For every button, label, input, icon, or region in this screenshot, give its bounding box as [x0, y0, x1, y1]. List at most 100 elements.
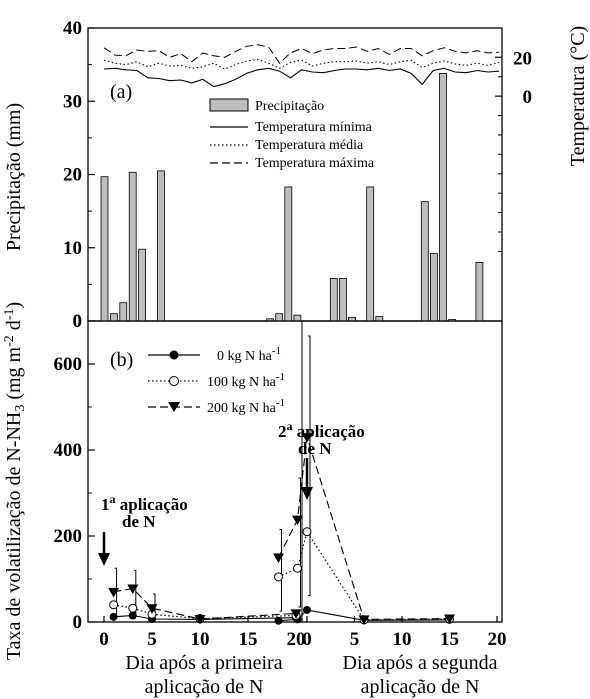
legend-max: Temperatura máxima	[255, 156, 375, 171]
series-2-first-point-2	[146, 604, 158, 614]
series-1-second-point-0	[274, 572, 283, 582]
precip-bar-second-7	[366, 186, 375, 322]
series-1-second-point-1	[293, 563, 302, 573]
annotation-second-sup: a	[287, 419, 293, 433]
legend-s2-sup: -1	[276, 397, 285, 409]
error-bracket-second-1	[298, 477, 301, 608]
panel-b-y-label: Taxa de volatilização de N-NH3 (mg m-2 d…	[2, 302, 28, 660]
precip-bar-first-0	[100, 176, 109, 322]
series-1-second-point-2	[302, 527, 312, 537]
panel-a-y-label: Precipitação (mm)	[3, 103, 25, 251]
legend-med: Temperatura média	[255, 138, 364, 153]
series-2-second-point-3	[358, 615, 370, 625]
annotation-second-application: 2a aplicação de N	[278, 419, 365, 500]
legend-min: Temperatura mínima	[255, 120, 373, 135]
x-label-first-line1: Dia após a primeira	[125, 652, 282, 674]
panel-b-frame	[87, 320, 503, 623]
a-y2tick-label-1: 20	[513, 48, 532, 69]
series-2-first-point-4	[290, 609, 302, 619]
series-2-second-point-4	[444, 614, 455, 625]
precip-bar-first-2	[119, 302, 128, 322]
panel-a-y2-label: Temperatura (°C)	[567, 26, 589, 166]
legend-precip-swatch	[209, 98, 249, 112]
series-2-first-point-3	[194, 614, 206, 625]
panel-b-y-axis: 0 200 400 600	[54, 354, 95, 633]
precip-bar-second-10	[429, 253, 438, 322]
error-bracket-second-0	[279, 529, 282, 612]
precip-bar-second-1	[275, 313, 284, 322]
legend-s0-text: 0 kg N ha	[217, 349, 273, 364]
series-2-second-point-2	[301, 433, 313, 443]
y-label-units: (mg m	[3, 346, 25, 404]
precip-bar-second-13	[475, 261, 484, 322]
precip-bar-second-8	[375, 316, 384, 322]
precip-bar-second-9	[420, 201, 429, 322]
temperature-lines	[103, 44, 500, 88]
temperature-minima-line	[103, 67, 500, 88]
b-xtick-second-label-1: 5	[350, 629, 360, 650]
legend-s2-marker	[168, 402, 180, 412]
precip-bar-second-2	[284, 186, 293, 322]
annotation-first-num: 1	[101, 495, 110, 514]
annotation-second-num: 2	[278, 422, 287, 441]
precip-bar-second-4	[329, 278, 338, 322]
legend-s0: 0 kg N ha-1	[217, 345, 281, 364]
y-label-sup1: -2	[2, 335, 17, 347]
panel-a-label: (a)	[110, 81, 132, 103]
series-2-first-line	[113, 587, 297, 620]
legend-s2: 200 kg N ha-1	[207, 397, 285, 416]
series-0-first-point-0	[109, 612, 118, 621]
series-2-second-point-0	[273, 553, 284, 563]
y-label-main: Taxa de volatilização de N-NH	[3, 412, 25, 661]
x-label-first-line2: aplicação de N	[145, 676, 264, 698]
b-xtick-first-label-0: 0	[99, 629, 109, 650]
a-ytick-label-2: 20	[63, 165, 82, 186]
b-xtick-second-label-0: 0	[302, 629, 312, 650]
a-ytick-label-1: 10	[63, 238, 82, 259]
annotation-first-application: 1a aplicação de N	[98, 492, 188, 566]
series-0-second-point-2	[303, 605, 311, 614]
series-0-first-point-1	[128, 611, 137, 620]
annotation-first-line2: de N	[122, 512, 156, 531]
legend-s2-text: 200 kg N ha	[207, 401, 277, 416]
series-lines	[108, 433, 455, 625]
annotation-first-line1: 1a aplicação	[101, 492, 188, 514]
y-label-mid: d	[3, 320, 25, 335]
b-ytick-label-3: 600	[54, 354, 83, 375]
b-xtick-second-label-3: 15	[440, 629, 459, 650]
precip-bar-first-5	[156, 170, 165, 322]
b-xtick-second-label-2: 10	[393, 629, 412, 650]
legend-s0-marker	[169, 350, 179, 360]
b-xtick-first-label-1: 5	[147, 629, 157, 650]
annotation-first-sup: a	[110, 492, 116, 506]
annotation-second-line1: 2a aplicação	[278, 419, 365, 441]
b-xtick-first-label-2: 10	[191, 629, 210, 650]
b-ytick-label-1: 200	[54, 526, 83, 547]
a-ytick-label-3: 30	[63, 91, 82, 112]
b-ytick-label-2: 400	[54, 440, 83, 461]
b-xtick-first-label-3: 15	[239, 629, 258, 650]
precip-bar-second-11	[439, 73, 447, 322]
precipitation-panel: 0 10 20 30 40 0 20 (a) Precipitação (mm) Temp…	[3, 18, 589, 332]
arrow-second-head	[301, 487, 313, 500]
a-y2tick-label-0: 0	[523, 87, 533, 108]
b-xtick-second-label-4: 20	[488, 629, 507, 650]
annotation-second-line2: de N	[298, 439, 332, 458]
temperature-maxima-line	[103, 44, 500, 64]
legend-s1: 100 kg N ha-1	[207, 371, 285, 390]
annotation-first-word: aplicação	[116, 495, 188, 514]
series-2-second-point-1	[292, 515, 303, 526]
panel-b-x-axis: 0 5 10 15 200 5 10 15 20	[99, 616, 507, 650]
y-label-sub: 3	[13, 405, 28, 412]
series-1-first-point-1	[128, 603, 138, 613]
precip-bar-first-4	[138, 248, 147, 322]
a-ytick-label-0: 0	[73, 311, 83, 332]
series-1-second-line	[278, 530, 450, 621]
b-xtick-first-label-4: 20	[287, 629, 306, 650]
series-2-first-point-0	[108, 587, 120, 598]
series-2-first-point-1	[127, 584, 139, 594]
precip-bar-first-1	[110, 313, 118, 322]
annotation-second-word: aplicação	[293, 422, 365, 441]
